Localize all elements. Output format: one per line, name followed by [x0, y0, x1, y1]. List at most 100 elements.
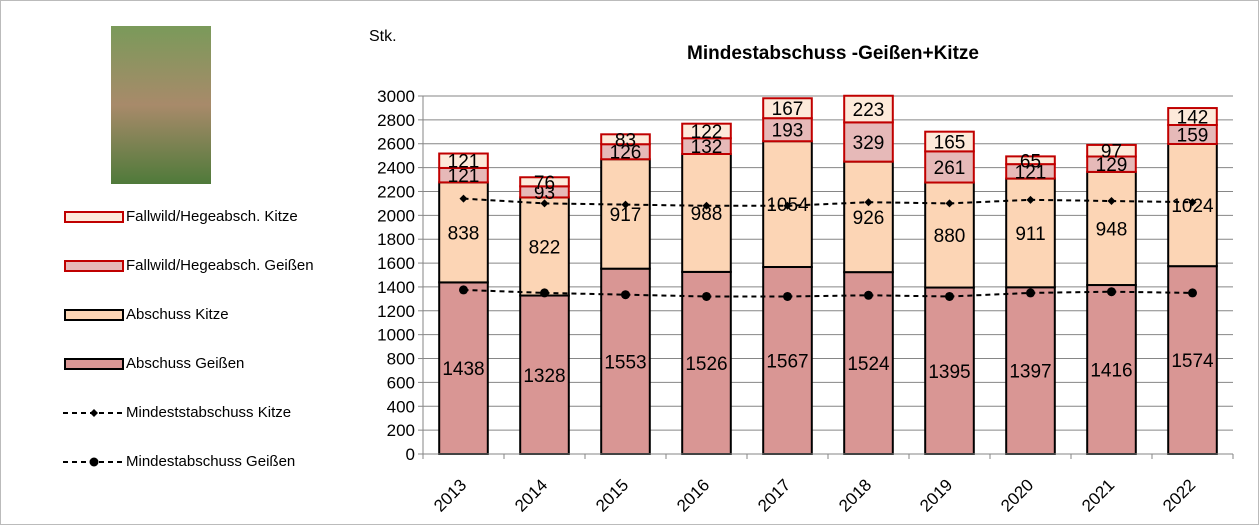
bar-segment — [1086, 143, 1137, 158]
line-marker — [540, 288, 549, 298]
line-series — [463, 288, 1193, 298]
bar-segment — [519, 196, 570, 297]
y-axis-label: Stk. — [369, 28, 397, 45]
line-marker — [783, 291, 792, 301]
data-label: 1438 — [442, 359, 484, 380]
data-label: 97 — [1101, 142, 1122, 163]
line-marker — [1107, 197, 1116, 206]
legend-label: Fallwild/Hegeabsch. Kitze — [126, 208, 298, 225]
data-label: 948 — [1096, 219, 1128, 240]
bar-segment — [519, 294, 570, 455]
bar-segment — [1086, 284, 1137, 455]
bar-segment — [924, 130, 975, 153]
legend-label: Abschuss Kitze — [126, 306, 229, 323]
data-label: 838 — [448, 223, 480, 244]
data-label: 822 — [529, 237, 561, 258]
bar-segment — [519, 176, 570, 188]
line-marker — [1026, 195, 1035, 204]
y-tick-label: 1000 — [377, 326, 415, 345]
line-marker — [1107, 287, 1116, 297]
bar-segment — [1005, 155, 1056, 166]
bar-segment — [438, 152, 489, 169]
y-tick-label: 2800 — [377, 111, 415, 130]
y-tick-label: 3000 — [377, 87, 415, 106]
legend-label: Fallwild/Hegeabsch. Geißen — [126, 257, 314, 274]
data-label: 193 — [772, 121, 804, 142]
data-label: 76 — [534, 173, 555, 194]
data-label: 121 — [448, 152, 480, 173]
y-tick-label: 2000 — [377, 206, 415, 225]
y-tick-label: 800 — [387, 350, 415, 369]
legend-label: Mindeststabschuss Kitze — [126, 404, 292, 421]
bar-segment — [600, 267, 651, 455]
y-tick-label: 2200 — [377, 182, 415, 201]
line-marker — [1188, 288, 1197, 298]
bar-segment — [438, 181, 489, 284]
data-label: 223 — [853, 100, 885, 121]
bar-segment — [843, 94, 894, 124]
line-marker — [945, 199, 954, 208]
data-label: 1397 — [1009, 362, 1051, 383]
data-label: 1567 — [766, 352, 808, 373]
legend-swatch — [64, 358, 124, 370]
x-tick-label: 2014 — [511, 475, 551, 515]
y-tick-label: 1400 — [377, 278, 415, 297]
bar-segment — [1167, 265, 1218, 456]
data-label: 1574 — [1171, 351, 1214, 372]
line-marker — [864, 290, 873, 300]
line-marker — [945, 291, 954, 301]
bar-segment — [600, 158, 651, 270]
data-label: 83 — [615, 130, 636, 151]
x-tick-label: 2018 — [835, 475, 875, 515]
x-tick-label: 2015 — [592, 475, 632, 515]
bar-segment — [843, 121, 894, 163]
y-tick-label: 1200 — [377, 302, 415, 321]
data-label: 911 — [1015, 224, 1045, 245]
y-tick-label: 1800 — [377, 230, 415, 249]
chart-title: Mindestabschuss -Geißen+Kitze — [687, 43, 979, 64]
line-marker — [1026, 288, 1035, 298]
data-label: 93 — [534, 183, 555, 204]
y-tick-label: 600 — [387, 373, 415, 392]
bar-segment — [681, 122, 732, 140]
x-tick-label: 2013 — [430, 475, 470, 515]
line-marker — [459, 194, 468, 203]
data-label: 1328 — [523, 366, 565, 387]
x-tick-label: 2016 — [673, 475, 713, 515]
data-label: 132 — [691, 137, 723, 158]
data-label: 65 — [1020, 151, 1041, 172]
x-tick-label: 2019 — [916, 475, 956, 515]
data-label: 1524 — [847, 354, 890, 375]
data-label: 880 — [934, 226, 966, 247]
legend-marker — [90, 409, 98, 417]
data-label: 122 — [691, 122, 723, 143]
y-tick-label: 2400 — [377, 159, 415, 178]
y-tick-label: 400 — [387, 397, 415, 416]
line-marker — [702, 201, 711, 210]
data-label: 121 — [1015, 162, 1047, 183]
line-marker — [459, 285, 468, 295]
y-tick-label: 1600 — [377, 254, 415, 273]
bar-segment — [843, 160, 894, 274]
legend-label: Abschuss Geißen — [126, 355, 245, 372]
x-tick-label: 2021 — [1078, 475, 1118, 515]
line-marker — [621, 200, 630, 209]
data-label: 1416 — [1090, 361, 1132, 382]
line-marker — [1188, 198, 1197, 207]
line-marker — [540, 199, 549, 208]
bar-segment — [762, 97, 813, 120]
y-tick-label: 200 — [387, 421, 415, 440]
bar-segment — [924, 150, 975, 184]
x-tick-label: 2020 — [997, 475, 1037, 515]
data-label: 329 — [853, 133, 885, 154]
data-label: 126 — [610, 143, 642, 164]
bar-segment — [600, 133, 651, 146]
y-tick-label: 0 — [406, 445, 415, 464]
data-label: 142 — [1177, 108, 1209, 129]
data-label: 926 — [853, 208, 885, 229]
legend-label: Mindestabschuss Geißen — [126, 453, 296, 470]
legend-swatch — [64, 309, 124, 321]
data-label: 1526 — [685, 354, 727, 375]
data-label: 121 — [448, 166, 480, 187]
